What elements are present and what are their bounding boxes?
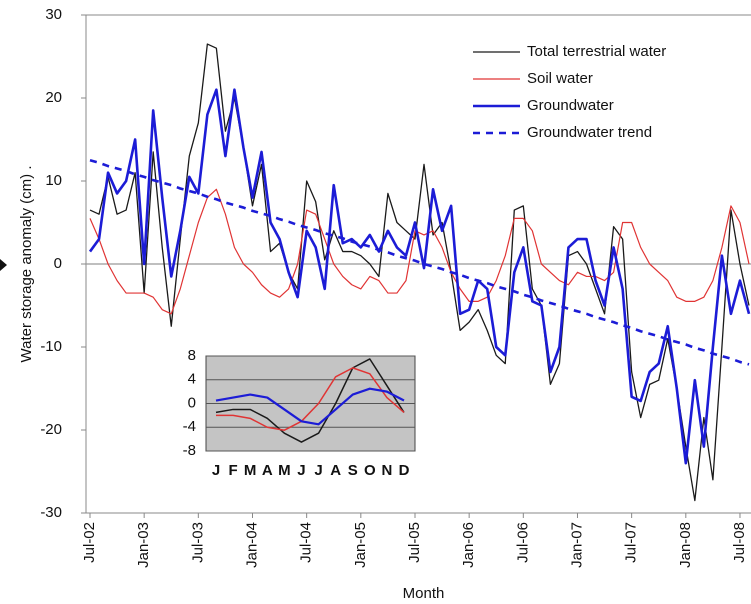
series-line	[216, 367, 405, 431]
series-line	[89, 188, 750, 315]
x-tick-label: Jan-06	[460, 522, 477, 568]
y-tick-label: -10	[40, 338, 62, 355]
x-tick-label: Jan-05	[352, 522, 369, 568]
x-tick-label: Jul-05	[406, 522, 423, 563]
x-tick-label: A	[330, 462, 341, 479]
series-line	[215, 387, 405, 426]
x-tick-label: J	[314, 462, 322, 479]
y-tick-label: -4	[183, 418, 196, 435]
x-tick-label: A	[262, 462, 273, 479]
y-tick-label: 0	[188, 394, 196, 411]
y-tick-label: 8	[188, 347, 196, 364]
x-axis-label: Month	[403, 585, 445, 602]
legend-label: Groundwater trend	[527, 124, 652, 141]
y-tick-label: 20	[45, 89, 62, 106]
x-tick-label: Jul-02	[81, 522, 98, 563]
y-axis-label: Water storage anomaly (cm) .	[18, 166, 35, 363]
y-tick-label: -20	[40, 421, 62, 438]
x-tick-label: S	[348, 462, 358, 479]
x-tick-label: Jul-03	[189, 522, 206, 563]
y-tick-label: 4	[188, 371, 196, 388]
legend-label: Groundwater	[527, 97, 614, 114]
series-line	[215, 358, 405, 443]
legend-label: Soil water	[527, 70, 593, 87]
x-tick-label: Jul-07	[623, 522, 640, 563]
series-line	[88, 88, 751, 465]
y-tick-label: -8	[183, 442, 196, 459]
x-tick-label: Jan-04	[243, 522, 260, 568]
x-tick-label: Jul-08	[731, 522, 748, 563]
y-tick-label: 30	[45, 6, 62, 23]
x-tick-label: M	[244, 462, 257, 479]
x-tick-label: O	[364, 462, 376, 479]
series-line	[89, 43, 750, 502]
y-tick-label: 0	[54, 255, 62, 272]
x-tick-label: M	[278, 462, 291, 479]
x-tick-label: F	[229, 462, 238, 479]
x-tick-label: Jan-07	[568, 522, 585, 568]
x-tick-label: Jul-06	[514, 522, 531, 563]
x-tick-label: N	[381, 462, 392, 479]
marker-arrow	[0, 259, 7, 271]
x-tick-label: Jul-04	[298, 522, 315, 563]
y-tick-label: -30	[40, 504, 62, 521]
legend-label: Total terrestrial water	[527, 43, 666, 60]
series-line	[89, 158, 750, 366]
x-tick-label: J	[297, 462, 305, 479]
x-tick-label: J	[212, 462, 220, 479]
x-tick-label: D	[399, 462, 410, 479]
x-tick-label: Jan-08	[677, 522, 694, 568]
x-tick-label: Jan-03	[135, 522, 152, 568]
y-tick-label: 10	[45, 172, 62, 189]
